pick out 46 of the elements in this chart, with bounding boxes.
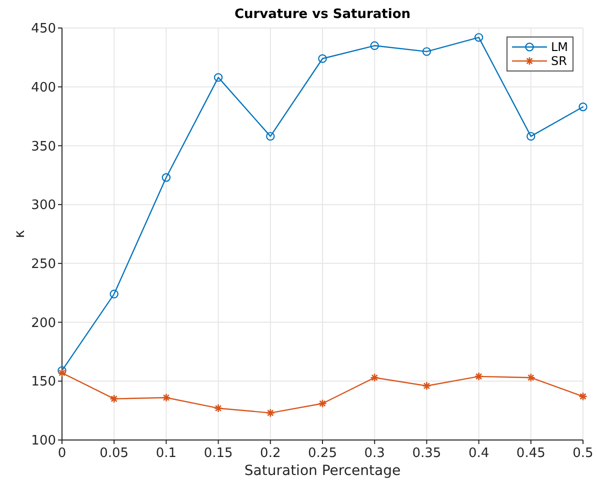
x-tick-label: 0 <box>58 446 66 461</box>
point <box>214 73 223 82</box>
y-axis-title: κ <box>12 230 28 238</box>
legend-label: LM <box>551 40 568 54</box>
point <box>58 366 66 375</box>
point <box>162 393 171 402</box>
x-tick-label: 0.35 <box>412 446 442 461</box>
point <box>110 394 119 404</box>
y-tick-label: 350 <box>31 139 56 154</box>
point <box>110 290 118 298</box>
x-tick-label: 0.2 <box>260 446 281 461</box>
x-tick-label: 0.5 <box>572 446 594 461</box>
point <box>58 368 66 378</box>
point <box>578 102 588 112</box>
x-tick-label: 0.05 <box>100 446 129 461</box>
point <box>162 173 171 182</box>
point <box>474 372 484 381</box>
point <box>370 41 379 50</box>
point <box>526 373 536 382</box>
y-tick-label: 300 <box>31 198 56 214</box>
point <box>526 132 536 141</box>
point <box>266 132 275 141</box>
point <box>318 399 327 408</box>
legend-label: SR <box>551 54 567 68</box>
y-tick-label: 250 <box>31 256 56 272</box>
point <box>214 404 223 413</box>
y-tick-label: 450 <box>31 22 56 37</box>
chart-title: Curvature vs Saturation <box>234 7 411 22</box>
point <box>474 33 484 42</box>
point <box>370 373 380 382</box>
point <box>266 408 275 418</box>
y-tick-label: 150 <box>31 374 56 390</box>
x-axis-title: Saturation Percentage <box>244 463 401 479</box>
point <box>422 381 432 390</box>
point <box>422 47 432 56</box>
x-tick-label: 0.15 <box>204 446 233 461</box>
x-tick-label: 0.45 <box>516 446 546 461</box>
x-tick-label: 0.25 <box>308 446 337 461</box>
x-tick-label: 0.1 <box>156 446 177 461</box>
point <box>318 54 327 63</box>
y-tick-label: 200 <box>31 316 56 331</box>
x-tick-label: 0.3 <box>364 446 385 461</box>
x-tick-label: 0.4 <box>468 446 490 461</box>
point <box>578 392 588 401</box>
y-tick-label: 100 <box>31 434 56 449</box>
y-tick-label: 400 <box>31 80 56 96</box>
